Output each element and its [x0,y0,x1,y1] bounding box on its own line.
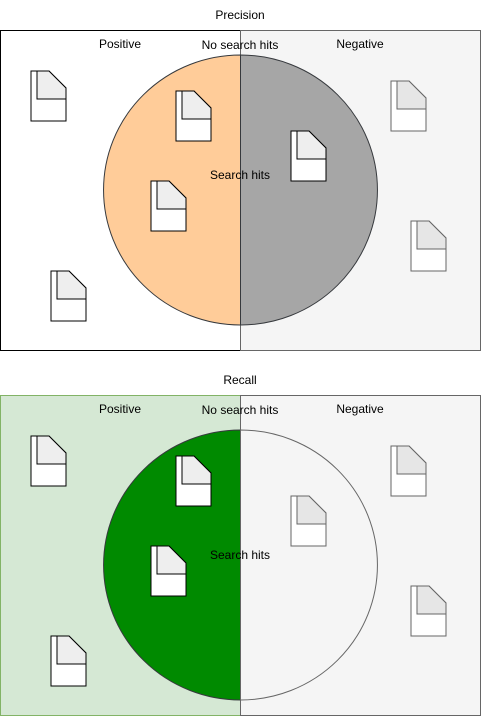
negative-label: Negative [336,37,384,51]
positive-label: Positive [99,402,141,416]
hits-negative-half [240,54,378,326]
search-hits-label: Search hits [210,548,270,562]
negative-label: Negative [336,402,384,416]
positive-label: Positive [99,37,141,51]
no-search-hits-label: No search hits [202,38,279,52]
hits-negative-half [240,429,378,701]
no-search-hits-label: No search hits [202,403,279,417]
precision-panel: Precision Positive Negative No search hi… [0,8,481,351]
search-hits-label: Search hits [210,168,270,182]
panel-title: Precision [215,8,264,22]
panel-title: Recall [223,373,256,387]
recall-panel: Recall Positive Negative No search hits … [0,373,481,716]
